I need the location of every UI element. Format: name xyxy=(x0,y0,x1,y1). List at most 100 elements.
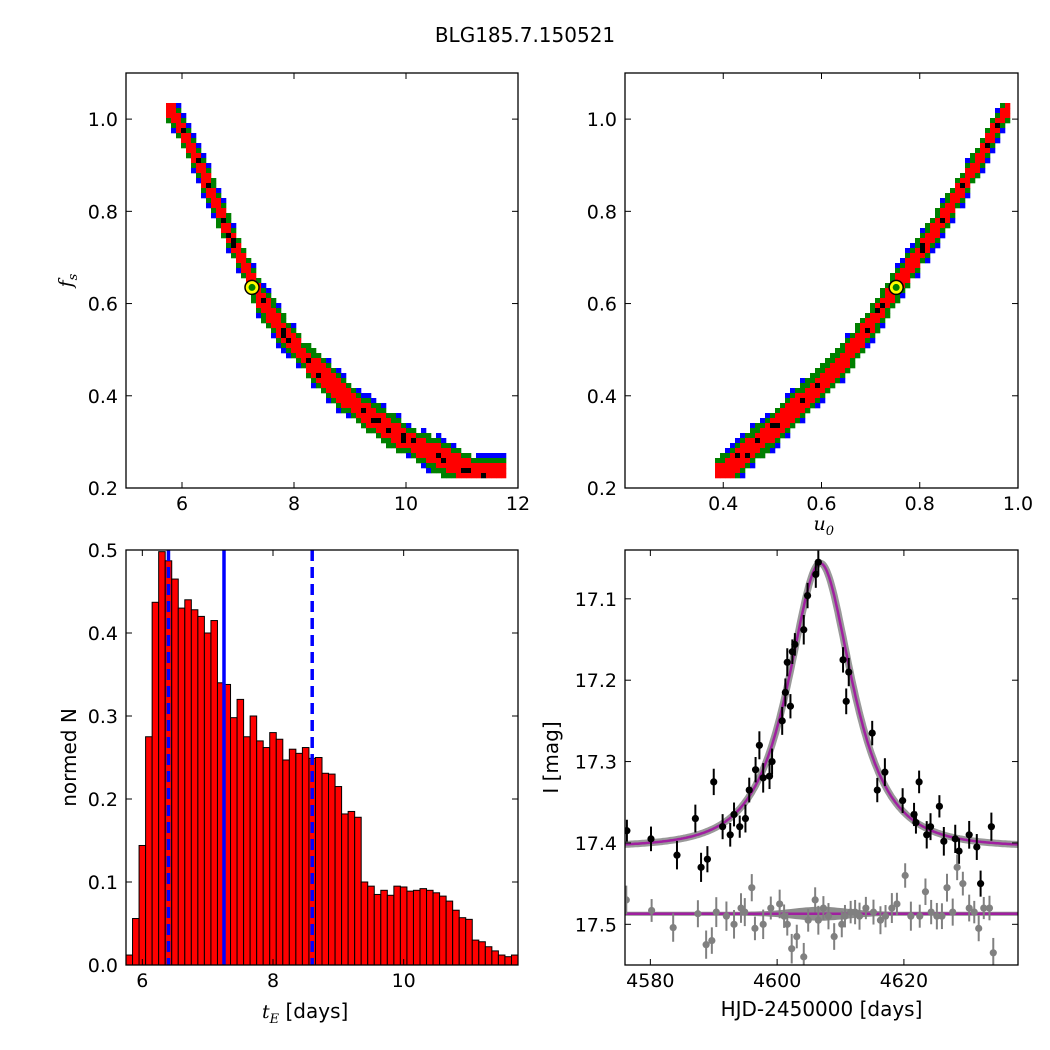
confidence-cell xyxy=(815,403,821,409)
confidence-cell xyxy=(476,468,482,474)
confidence-cell xyxy=(366,428,372,434)
confidence-cell xyxy=(391,443,397,449)
data-point xyxy=(648,906,656,915)
x-tick-label: 0.8 xyxy=(905,493,935,515)
confidence-cell xyxy=(281,323,287,329)
data-point xyxy=(741,814,750,823)
confidence-cell xyxy=(191,148,197,154)
confidence-cell xyxy=(785,393,791,399)
data-point xyxy=(647,835,655,843)
confidence-cell xyxy=(865,333,871,339)
data-point xyxy=(767,904,775,912)
confidence-cell xyxy=(885,288,891,294)
confidence-cell xyxy=(266,318,272,324)
confidence-cell xyxy=(276,313,282,319)
data-point xyxy=(965,831,973,839)
confidence-cell xyxy=(720,463,726,469)
confidence-cell xyxy=(810,398,816,404)
histogram-bar xyxy=(497,954,506,966)
x-tick-label: 4580 xyxy=(626,970,674,992)
data-point xyxy=(673,851,681,859)
confidence-cell xyxy=(730,453,736,459)
confidence-cell xyxy=(875,328,881,334)
confidence-cell xyxy=(820,368,826,374)
data-point xyxy=(819,904,828,912)
histogram-bar xyxy=(373,893,382,966)
confidence-cell xyxy=(785,398,791,404)
confidence-cell xyxy=(326,398,332,404)
confidence-cell xyxy=(905,253,911,259)
confidence-cell xyxy=(346,388,352,394)
confidence-cell xyxy=(376,428,382,434)
confidence-cell xyxy=(196,148,202,154)
confidence-cell xyxy=(965,173,971,179)
confidence-cell xyxy=(341,383,347,389)
confidence-cell xyxy=(865,343,871,349)
confidence-cell xyxy=(451,453,457,459)
histogram-bar xyxy=(432,892,441,966)
confidence-cell xyxy=(905,258,911,264)
confidence-cell xyxy=(411,438,417,444)
confidence-cell xyxy=(456,463,462,469)
histogram-bar xyxy=(321,772,330,966)
histogram-bar xyxy=(132,918,140,966)
confidence-cell xyxy=(830,383,836,389)
confidence-cell xyxy=(281,328,287,334)
confidence-cell xyxy=(281,348,287,354)
confidence-cell xyxy=(970,173,976,179)
confidence-cell xyxy=(456,453,462,459)
histogram-bar xyxy=(275,738,284,966)
confidence-cell xyxy=(496,453,502,459)
confidence-cell xyxy=(950,218,956,224)
confidence-cell xyxy=(286,348,292,354)
confidence-cell xyxy=(960,198,966,204)
histogram-bar xyxy=(203,632,212,966)
confidence-cell xyxy=(431,468,437,474)
confidence-cell xyxy=(411,433,417,439)
confidence-cell xyxy=(221,203,227,209)
y-tick-label: 17.1 xyxy=(575,589,617,611)
confidence-cell xyxy=(366,408,372,414)
data-point xyxy=(855,912,864,920)
data-point xyxy=(907,912,915,920)
confidence-cell xyxy=(401,428,407,434)
data-point xyxy=(987,823,995,831)
confidence-cell xyxy=(1000,113,1006,119)
confidence-cell xyxy=(830,363,836,369)
confidence-cell xyxy=(336,388,342,394)
confidence-cell xyxy=(396,418,402,424)
confidence-cell xyxy=(890,298,896,304)
confidence-cell xyxy=(920,243,926,249)
confidence-cell xyxy=(181,133,187,139)
confidence-cell xyxy=(770,448,776,454)
confidence-cell xyxy=(985,143,991,149)
confidence-cell xyxy=(1000,108,1006,114)
confidence-cell xyxy=(975,168,981,174)
confidence-cell xyxy=(755,433,761,439)
confidence-cell xyxy=(331,368,337,374)
confidence-cell xyxy=(336,373,342,379)
confidence-cell xyxy=(441,438,447,444)
confidence-cell xyxy=(216,193,222,199)
confidence-cell xyxy=(825,388,831,394)
confidence-cell xyxy=(211,208,217,214)
confidence-cell xyxy=(940,228,946,234)
confidence-cell xyxy=(945,198,951,204)
data-point xyxy=(980,904,988,912)
confidence-cell xyxy=(421,443,427,449)
confidence-cell xyxy=(990,133,996,139)
confidence-cell xyxy=(805,398,811,404)
confidence-cell xyxy=(196,163,202,169)
x-axis-label: tE [days] xyxy=(262,999,348,1027)
confidence-cell xyxy=(970,178,976,184)
confidence-cell xyxy=(216,198,222,204)
confidence-cell xyxy=(181,143,187,149)
confidence-cell xyxy=(371,428,377,434)
confidence-cell xyxy=(880,288,886,294)
confidence-cell xyxy=(201,178,207,184)
confidence-cell xyxy=(870,338,876,344)
confidence-cell xyxy=(296,333,302,339)
confidence-cell xyxy=(341,388,347,394)
confidence-cell xyxy=(261,303,267,309)
confidence-cell xyxy=(745,438,751,444)
